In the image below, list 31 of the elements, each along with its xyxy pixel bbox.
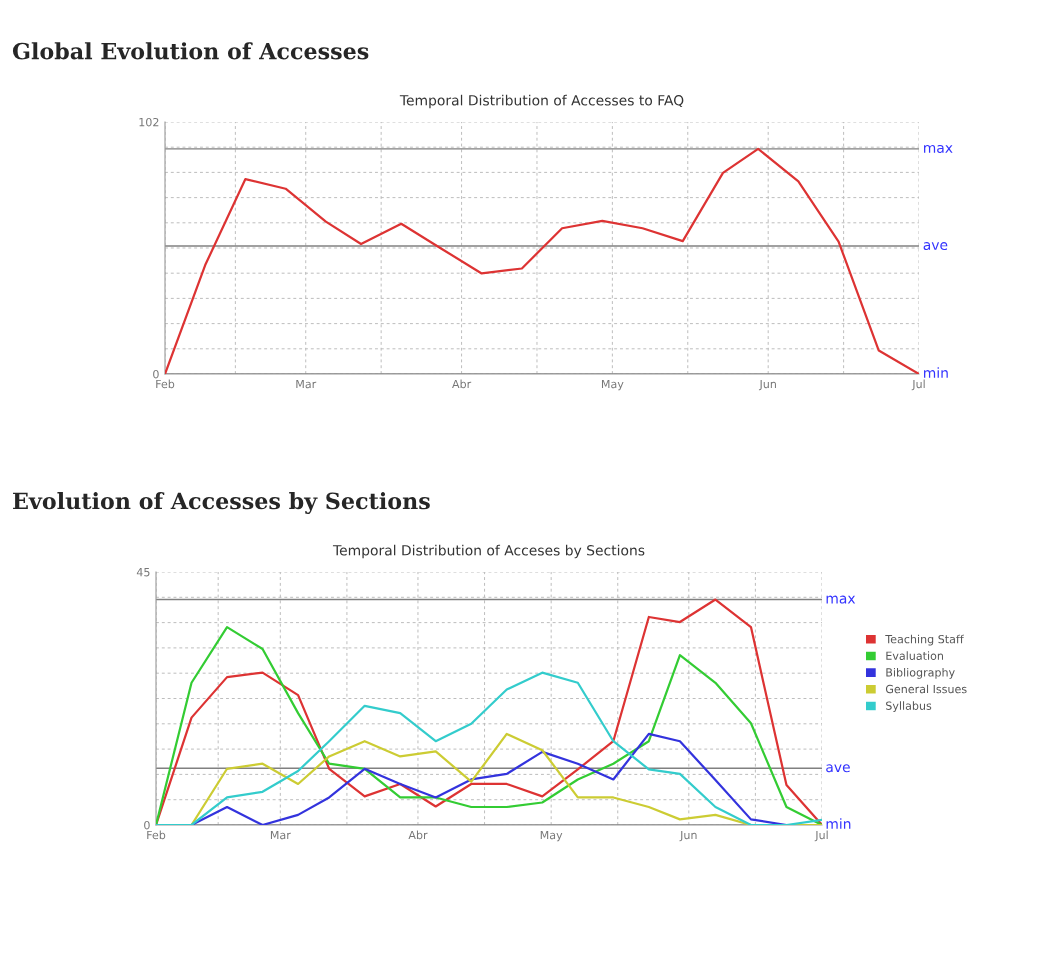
x-tick-label: May	[540, 830, 563, 842]
chart-subtitle: Temporal Distribution of Acceses by Sections	[332, 544, 645, 559]
x-tick-label: Jun	[758, 379, 776, 391]
y-tick-label: 0	[144, 820, 150, 830]
ref-line-label: max	[826, 595, 856, 604]
x-tick-label: Feb	[147, 830, 166, 840]
x-tick-label: Jul	[911, 379, 925, 391]
legend-label: Syllabus	[886, 701, 932, 713]
ref-line-label: ave	[826, 764, 850, 773]
legend-label: Evaluation	[886, 651, 943, 660]
x-tick-label: Abr	[408, 830, 428, 840]
ref-line-label: ave	[923, 242, 948, 251]
x-tick-label: May	[601, 379, 624, 391]
x-tick-label: Jun	[679, 830, 697, 842]
y-tick-label: 102	[139, 117, 159, 127]
chart-subtitle: Temporal Distribution of Accesses to FAQ	[399, 94, 684, 109]
x-tick-label: Abr	[452, 379, 472, 389]
ref-line-label: min	[924, 367, 948, 378]
legend-label: Teaching Staff	[885, 634, 964, 646]
y-tick-label: 45	[136, 568, 150, 577]
y-tick-label: 0	[153, 369, 159, 379]
x-tick-label: Feb	[156, 379, 175, 389]
chart-title: Global Evolution of Accesses	[12, 42, 369, 60]
x-tick-label: Mar	[296, 379, 317, 389]
x-tick-label: Mar	[270, 830, 291, 840]
chart-title: Evolution of Accesses by Sections	[13, 492, 430, 514]
x-tick-label: Jul	[814, 830, 828, 842]
legend-label: General Issues	[885, 684, 967, 694]
legend-label: Bibliography	[886, 667, 955, 679]
ref-line-label: min	[826, 818, 851, 829]
ref-line-label: max	[924, 144, 953, 153]
